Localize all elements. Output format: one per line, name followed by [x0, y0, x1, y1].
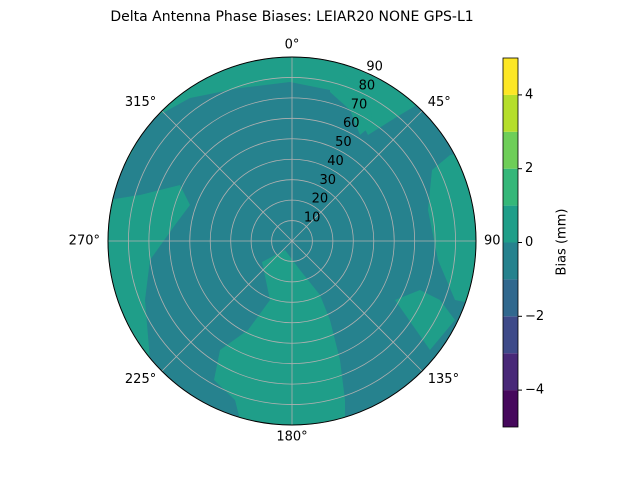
colorbar-band: [503, 205, 518, 243]
colorbar: −4 −2 0 2 4: [502, 57, 544, 428]
r-tick-label: 50: [335, 135, 352, 150]
theta-tick-label: 90: [484, 234, 501, 249]
theta-tick-label: 315°: [125, 95, 156, 110]
r-tick-label: 90: [366, 60, 383, 75]
colorbar-tick-label: −2: [525, 309, 544, 324]
theta-tick-label: 270°: [69, 234, 100, 249]
colorbar-band: [503, 94, 518, 132]
r-tick-label: 20: [312, 192, 329, 207]
grid-spoke: [161, 240, 293, 372]
theta-tick-label: 135°: [428, 372, 459, 387]
colorbar-tick-label: −4: [525, 383, 544, 398]
r-tick-label: 10: [304, 211, 321, 226]
colorbar-label: Bias (mm): [555, 209, 570, 276]
colorbar-tick-label: 0: [525, 235, 533, 250]
theta-tick-label: 45°: [428, 95, 451, 110]
polar-grid: 10 20 30 40 50 60 70 80 90 0° 45° 90 135° 180° 225° 270…: [69, 38, 501, 445]
contour-region: [395, 290, 455, 350]
colorbar-band: [503, 242, 518, 280]
contour-region: [108, 82, 476, 425]
colorbar-band: [503, 353, 518, 391]
colorbar-band: [503, 168, 518, 206]
colorbar-band: [503, 279, 518, 317]
colorbar-band: [503, 58, 518, 95]
polar-frame: [107, 56, 477, 426]
contour-field: [108, 57, 476, 425]
chart-title: Delta Antenna Phase Biases: LEIAR20 NONE…: [110, 9, 473, 25]
colorbar-band: [503, 316, 518, 354]
r-tick-label: 60: [343, 116, 360, 131]
r-tick-label: 80: [359, 78, 376, 93]
theta-tick-label: 225°: [125, 372, 156, 387]
grid-spoke: [291, 240, 423, 372]
colorbar-tick-label: 4: [525, 87, 533, 102]
colorbar-band: [503, 131, 518, 169]
theta-tick-label: 0°: [285, 38, 300, 53]
colorbar-tick-label: 2: [525, 161, 533, 176]
grid-spoke: [161, 110, 293, 242]
r-tick-label: 70: [351, 97, 368, 112]
r-tick-label: 40: [327, 154, 344, 169]
colorbar-band: [503, 390, 518, 427]
r-tick-label: 30: [319, 173, 336, 188]
grid-spoke: [291, 110, 423, 242]
theta-tick-label: 180°: [276, 430, 307, 445]
